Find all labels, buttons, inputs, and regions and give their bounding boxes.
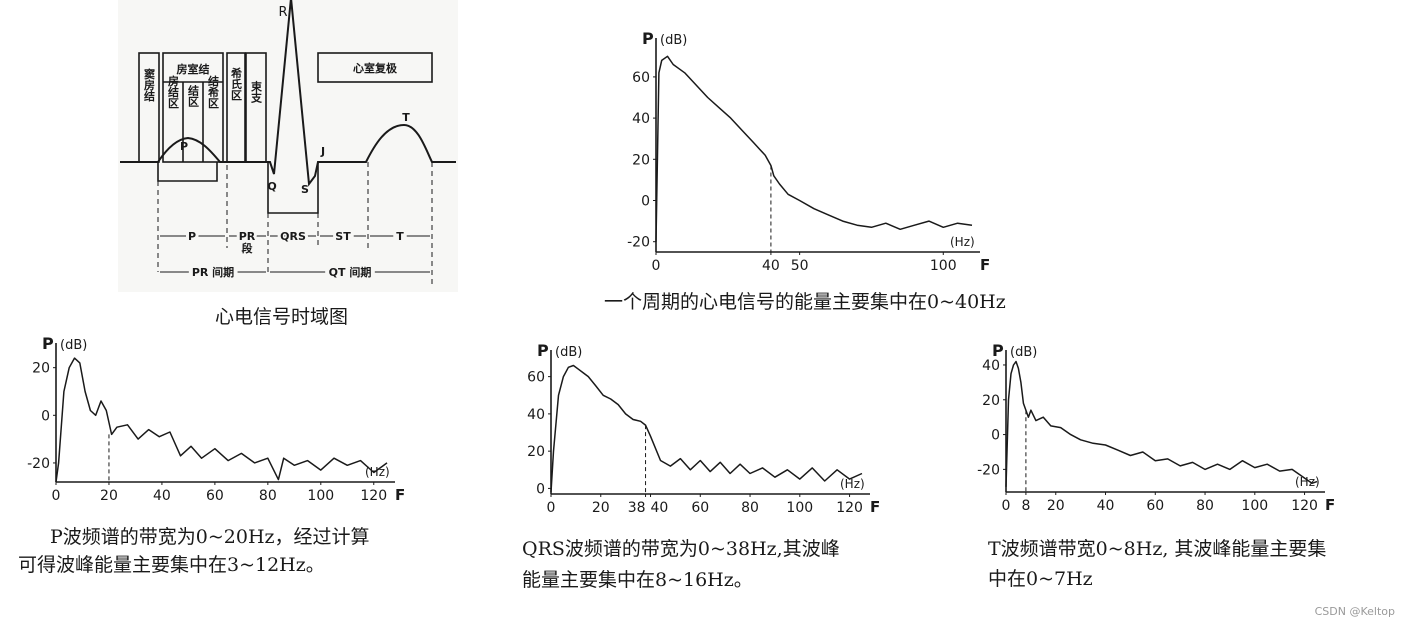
y-tick-label: 0 [536,481,545,497]
y-tick-label: -20 [27,456,50,472]
caption-t-line-1: T波频谱带宽0~8Hz, 其波峰能量主要集 [988,538,1327,560]
x-tick-label: 100 [786,500,813,516]
y-axis-unit: (dB) [555,345,582,360]
ecg-interval-pr-seg-2: 段 [242,241,253,255]
ecg-interval-qrs: QRS [280,230,306,243]
y-axis-unit: (dB) [660,33,687,48]
x-axis-unit: (Hz) [840,477,865,491]
caption-qrs-line-1: QRS波频谱的带宽为0~38Hz,其波峰 [522,538,840,560]
x-axis-unit: (Hz) [950,235,975,249]
chart-qrs-wave-spectrum: 0 20 40 60 0 20 38 40 60 80 100 120 P (dB) F (Hz) [527,342,880,516]
x-tick-label: 40 [762,258,780,274]
x-tick-label: 60 [206,488,224,504]
ecg-interval-t: T [396,230,404,243]
ecg-wave-j: J [320,145,325,158]
ecg-box-his-zone: 希氏区 [230,66,244,101]
x-tick-label: 40 [153,488,171,504]
x-tick-label: 50 [791,258,809,274]
ecg-box-an-zone: 房结区 [167,74,181,109]
x-tick-label: 0 [652,258,661,274]
y-tick-label: 20 [982,393,1000,409]
y-axis-label: P [992,342,1004,360]
y-tick-label: 0 [641,194,650,210]
y-tick-label: 0 [991,428,1000,444]
x-axis-label: F [870,498,880,516]
x-tick-label: 80 [259,488,277,504]
ecg-interval-pr-seg: PR [239,230,256,243]
ecg-interval-qt: QT 间期 [329,265,372,279]
y-axis-label: P [537,342,549,360]
watermark: CSDN @Keltop [1314,605,1395,618]
y-tick-label: 20 [32,361,50,377]
x-tick-label: 0 [1002,498,1011,514]
caption-main-spectrum: 一个周期的心电信号的能量主要集中在0~40Hz [604,291,1006,313]
x-tick-label: 8 [1021,498,1030,514]
x-tick-label: 40 [1097,498,1115,514]
x-tick-label: 100 [930,258,957,274]
ecg-wave-s: S [301,183,309,196]
x-tick-label: 120 [1291,498,1318,514]
x-tick-label: 120 [836,500,863,516]
ecg-interval-pr: PR 间期 [192,265,234,279]
ecg-time-domain-diagram: 窦房结 房室结 房结区 结区 结希区 希氏区 束支 心室复极 R P Q S J… [118,0,458,292]
y-axis-unit: (dB) [1010,345,1037,360]
y-tick-label: 20 [527,444,545,460]
y-tick-label: 20 [632,152,650,168]
x-tick-label: 0 [547,500,556,516]
ecg-wave-q: Q [267,180,276,193]
y-tick-label: -20 [977,462,1000,478]
x-tick-label: 60 [691,500,709,516]
y-tick-label: 40 [982,358,1000,374]
ecg-interval-st: ST [335,230,351,243]
x-tick-label: 0 [52,488,61,504]
y-tick-label: -20 [627,235,650,251]
x-tick-label: 20 [100,488,118,504]
spectrum-series-line [1005,360,1318,487]
caption-p-line-2: 可得波峰能量主要集中在3~12Hz。 [18,554,325,576]
x-axis-label: F [980,256,990,274]
x-tick-label: 100 [1241,498,1268,514]
ecg-wave-r: R [278,5,287,20]
x-axis-label: F [1325,496,1335,514]
ecg-wave-p: P [180,140,188,153]
y-tick-label: 40 [527,407,545,423]
x-tick-label: 20 [592,500,610,516]
x-tick-label: 38 [628,500,646,516]
ecg-interval-p: P [188,230,196,243]
y-tick-label: 60 [632,70,650,86]
x-tick-label: 80 [1196,498,1214,514]
x-tick-label: 40 [651,500,669,516]
ecg-box-av-node: 房室结 [177,62,210,76]
caption-qrs-line-2: 能量主要集中在8~16Hz。 [522,569,753,591]
x-tick-label: 120 [360,488,387,504]
caption-p-line-1: P波频谱的带宽为0~20Hz，经过计算 [50,526,370,548]
y-tick-label: 40 [632,111,650,127]
ecg-box-sinus: 窦房结 [143,67,157,102]
ecg-box-nh-zone: 结希区 [207,74,221,109]
y-tick-label: 60 [527,370,545,386]
y-axis-label: P [42,335,54,353]
x-tick-label: 80 [741,500,759,516]
caption-ecg: 心电信号时域图 [215,306,349,328]
x-tick-label: 100 [307,488,334,504]
y-tick-label: 0 [41,408,50,424]
x-axis-label: F [395,486,405,504]
x-axis-unit: (Hz) [365,465,390,479]
y-axis-label: P [642,30,654,48]
x-tick-label: 20 [1047,498,1065,514]
x-tick-label: 60 [1146,498,1164,514]
spectrum-series-line [550,364,863,493]
x-axis-unit: (Hz) [1295,475,1320,489]
spectrum-series-line [55,357,388,483]
ecg-wave-t: T [402,111,410,124]
ecg-box-repol: 心室复极 [353,61,398,75]
y-axis-unit: (dB) [60,338,87,353]
ecg-box-bundle: 束支 [250,80,264,104]
ecg-box-n-zone: 结区 [187,84,201,108]
caption-t-line-2: 中在0~7Hz [988,568,1093,590]
spectrum-series-line [655,55,973,242]
